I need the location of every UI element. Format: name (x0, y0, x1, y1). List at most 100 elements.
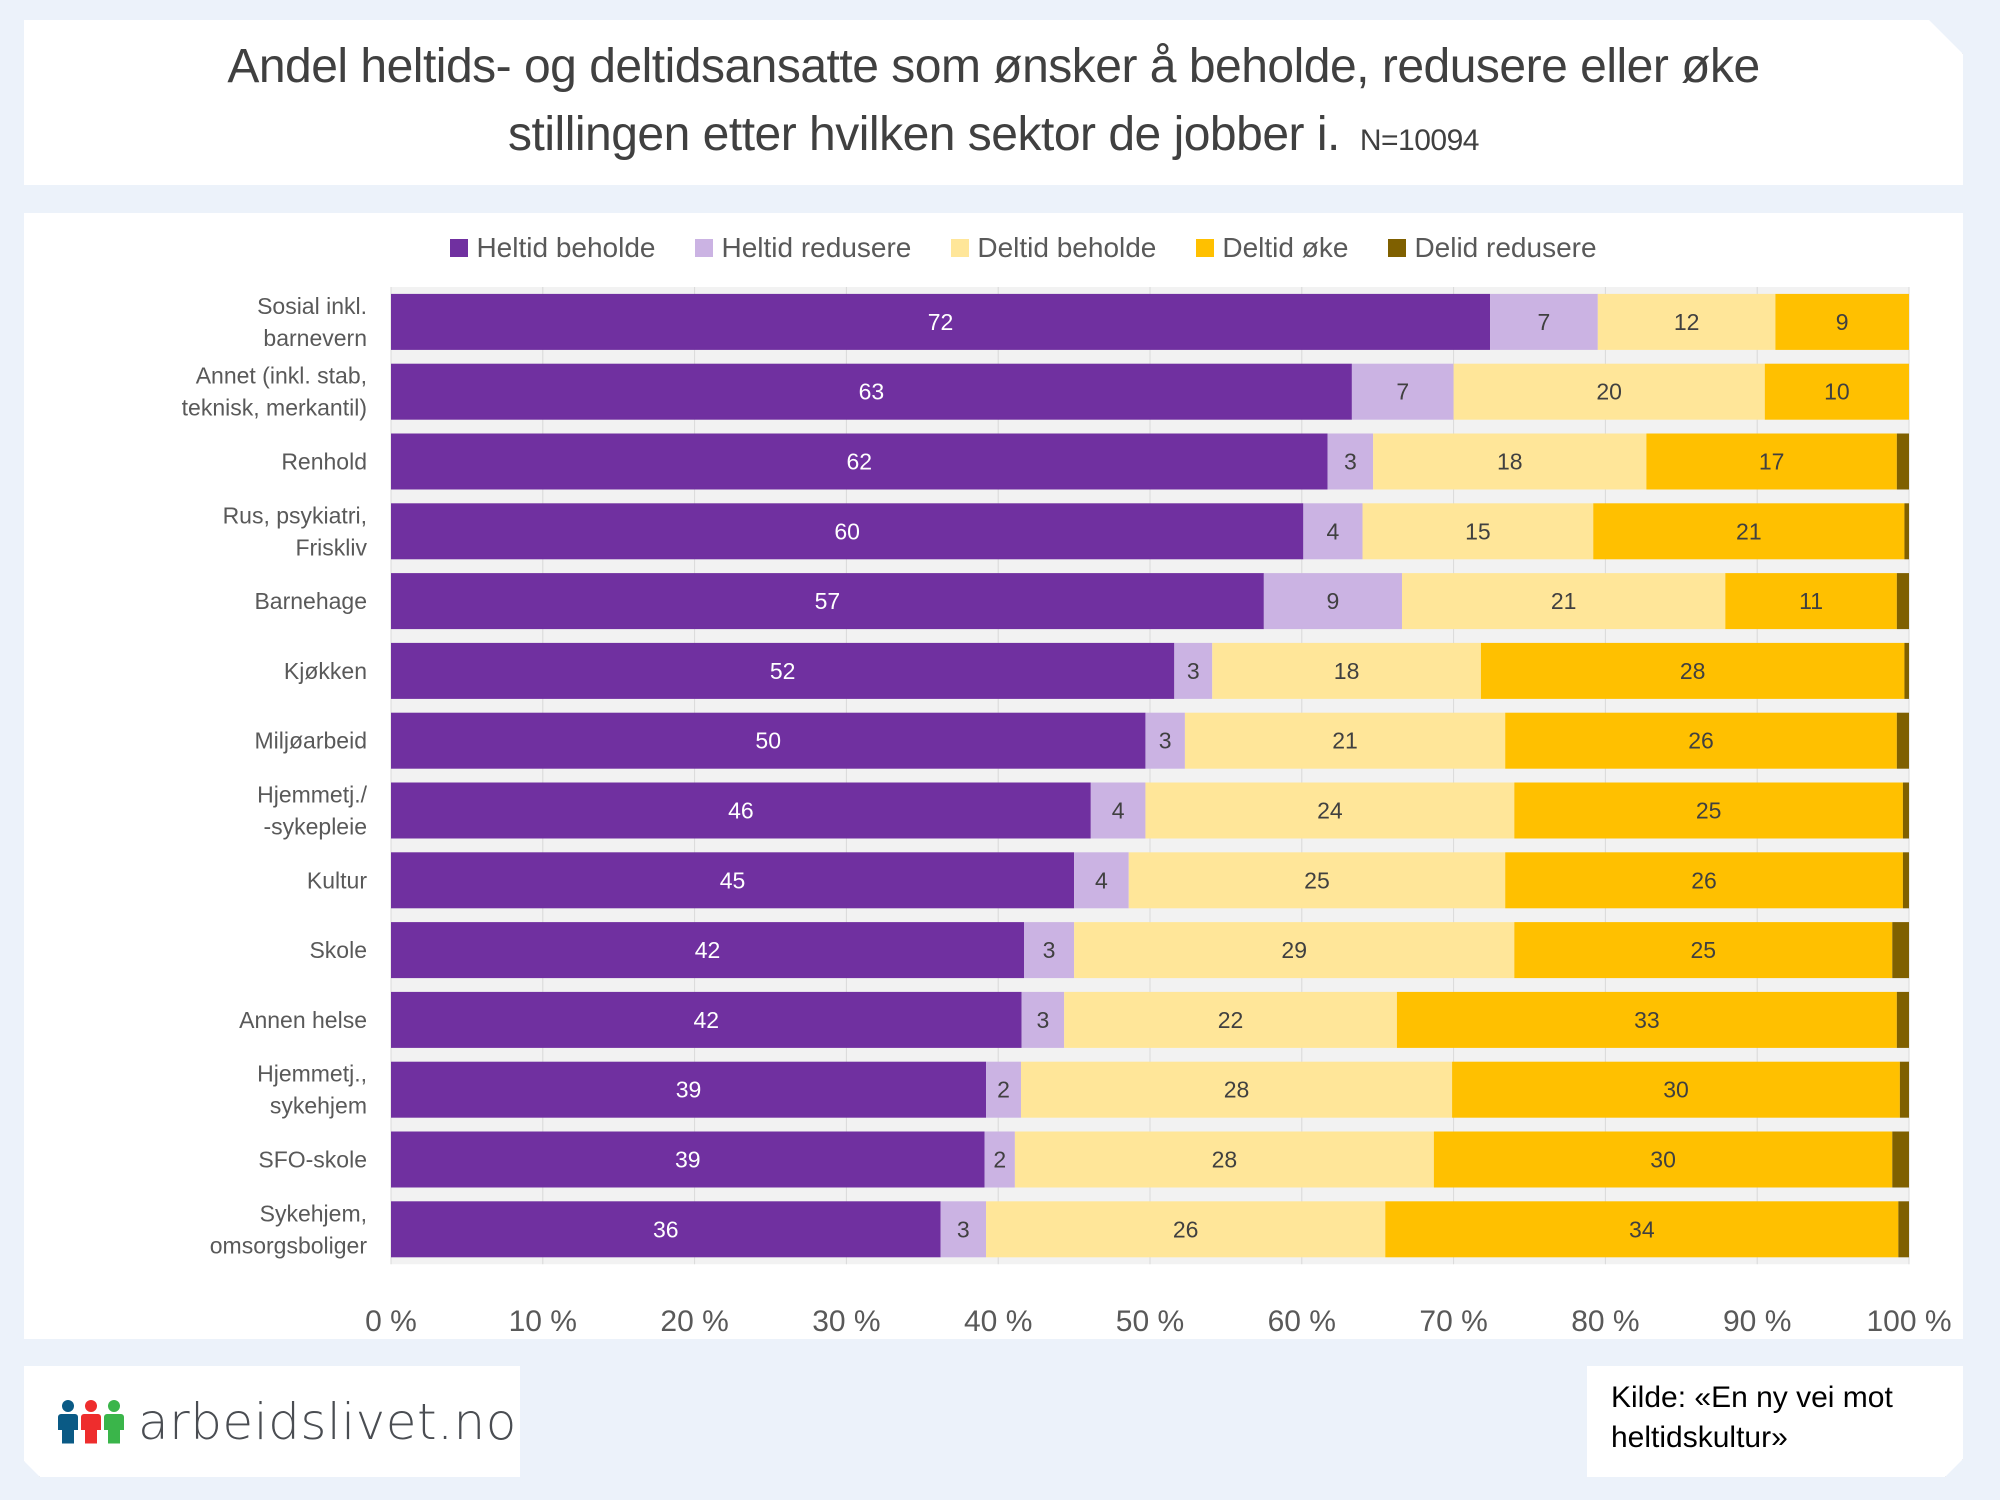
x-tick-label: 60 % (1268, 1305, 1336, 1338)
data-label: 9 (1327, 588, 1340, 614)
logo-text: arbeidslivet.no (138, 1392, 517, 1451)
person-body (104, 1414, 124, 1444)
person-figure-icon (58, 1400, 78, 1444)
x-tick-label: 100 % (1866, 1305, 1951, 1338)
bar-segment (1597, 293, 1776, 350)
category-label: -sykepleie (263, 814, 367, 840)
data-label: 4 (1327, 518, 1340, 544)
category-label: Kjøkken (284, 658, 367, 684)
bar-segment (1327, 433, 1374, 490)
category-label: Annet (inkl. stab, (196, 363, 367, 389)
category-label: teknisk, merkantil) (182, 395, 367, 421)
category-label: Renhold (281, 449, 367, 475)
data-label: 3 (1159, 728, 1172, 754)
bar-segment (1646, 433, 1897, 490)
data-label: 9 (1836, 309, 1849, 335)
data-label: 45 (720, 867, 746, 893)
data-label: 22 (1218, 1007, 1244, 1033)
bar-segment (391, 363, 1352, 420)
bar-segment (391, 1201, 941, 1258)
chart-title-line-1: Andel heltids- og deltidsansatte som øns… (227, 40, 1760, 93)
bar-segment (986, 1201, 1386, 1258)
category-label: Annen helse (239, 1007, 367, 1033)
data-label: 3 (1043, 937, 1056, 963)
bar-segment (1396, 991, 1897, 1048)
title-box: Andel heltids- og deltidsansatte som øns… (24, 20, 1963, 185)
bar-segment (1514, 922, 1893, 979)
category-label: Miljøarbeid (255, 728, 367, 754)
category-label: Kultur (307, 867, 367, 893)
bar-segment (1892, 1131, 1909, 1188)
bar-segment (1514, 782, 1903, 839)
data-label: 24 (1317, 798, 1343, 824)
data-label: 25 (1304, 867, 1330, 893)
bar-segment (1145, 712, 1185, 769)
data-label: 30 (1650, 1147, 1676, 1173)
x-tick-label: 70 % (1419, 1305, 1487, 1338)
bar-segment (391, 573, 1264, 630)
bar-segment (1433, 1131, 1893, 1188)
data-label: 15 (1465, 518, 1491, 544)
data-label: 33 (1634, 1007, 1660, 1033)
bar-segment (1505, 852, 1903, 909)
legend-item: Deltid øke (1196, 232, 1349, 263)
bar-segment (1896, 433, 1909, 490)
person-head (108, 1400, 120, 1412)
data-label: 25 (1696, 798, 1722, 824)
bar-segment (1896, 712, 1909, 769)
bar-segment (1362, 503, 1594, 560)
legend-swatch (1388, 239, 1407, 257)
chart-title-line-2-text: stillingen etter hvilken sektor de jobbe… (508, 108, 1340, 161)
data-label: 26 (1688, 728, 1714, 754)
data-label: 7 (1396, 379, 1409, 405)
bar-segment (1128, 852, 1506, 909)
person-head (85, 1400, 97, 1412)
bar-segment (1904, 642, 1909, 699)
category-label: Hjemmetj./ (257, 782, 368, 808)
category-label: Friskliv (295, 534, 367, 560)
bar-segment (1303, 503, 1363, 560)
bar-segment (1902, 782, 1909, 839)
source-box: Kilde: «En ny vei mot heltidskultur» (1587, 1366, 1963, 1477)
category-label: Hjemmetj., (257, 1061, 367, 1087)
bar-segment (1401, 573, 1726, 630)
category-label: SFO-skole (258, 1147, 367, 1173)
legend-label: Deltid beholde (977, 232, 1157, 263)
bar-segment (986, 1061, 1021, 1118)
bar-segment (391, 1131, 985, 1188)
category-label: Barnehage (254, 588, 367, 614)
data-label: 12 (1674, 309, 1700, 335)
bar-segment (1892, 922, 1909, 979)
data-label: 2 (993, 1147, 1006, 1173)
data-label: 17 (1759, 449, 1785, 475)
bar-segment (1896, 991, 1909, 1048)
data-label: 57 (815, 588, 841, 614)
data-label: 34 (1629, 1216, 1655, 1242)
data-label: 3 (1187, 658, 1200, 684)
data-label: 36 (653, 1216, 679, 1242)
three-people-icon (58, 1400, 124, 1444)
x-tick-label: 20 % (660, 1305, 728, 1338)
bar-segment (940, 1201, 987, 1258)
category-label: Sykehjem, (260, 1200, 367, 1226)
bar-segment (1064, 991, 1397, 1048)
bar-segment (391, 922, 1025, 979)
data-label: 42 (694, 1007, 720, 1033)
data-label: 26 (1173, 1216, 1199, 1242)
data-label: 3 (957, 1216, 970, 1242)
legend-swatch (450, 239, 469, 257)
bar-segment (1725, 573, 1897, 630)
bar-segment (1074, 852, 1129, 909)
source-line-1: Kilde: «En ny vei mot (1611, 1381, 1893, 1414)
bar-segment (1480, 642, 1905, 699)
legend-swatch (1196, 239, 1215, 257)
bar-segment (1024, 922, 1075, 979)
data-label: 7 (1538, 309, 1551, 335)
bar-segment (391, 293, 1491, 350)
legend-label: Deltid øke (1222, 232, 1349, 263)
category-label: sykehjem (270, 1093, 367, 1119)
bar-segment (391, 712, 1146, 769)
legend-label: Heltid redusere (721, 232, 912, 263)
data-label: 28 (1224, 1077, 1250, 1103)
category-label: Skole (309, 937, 367, 963)
